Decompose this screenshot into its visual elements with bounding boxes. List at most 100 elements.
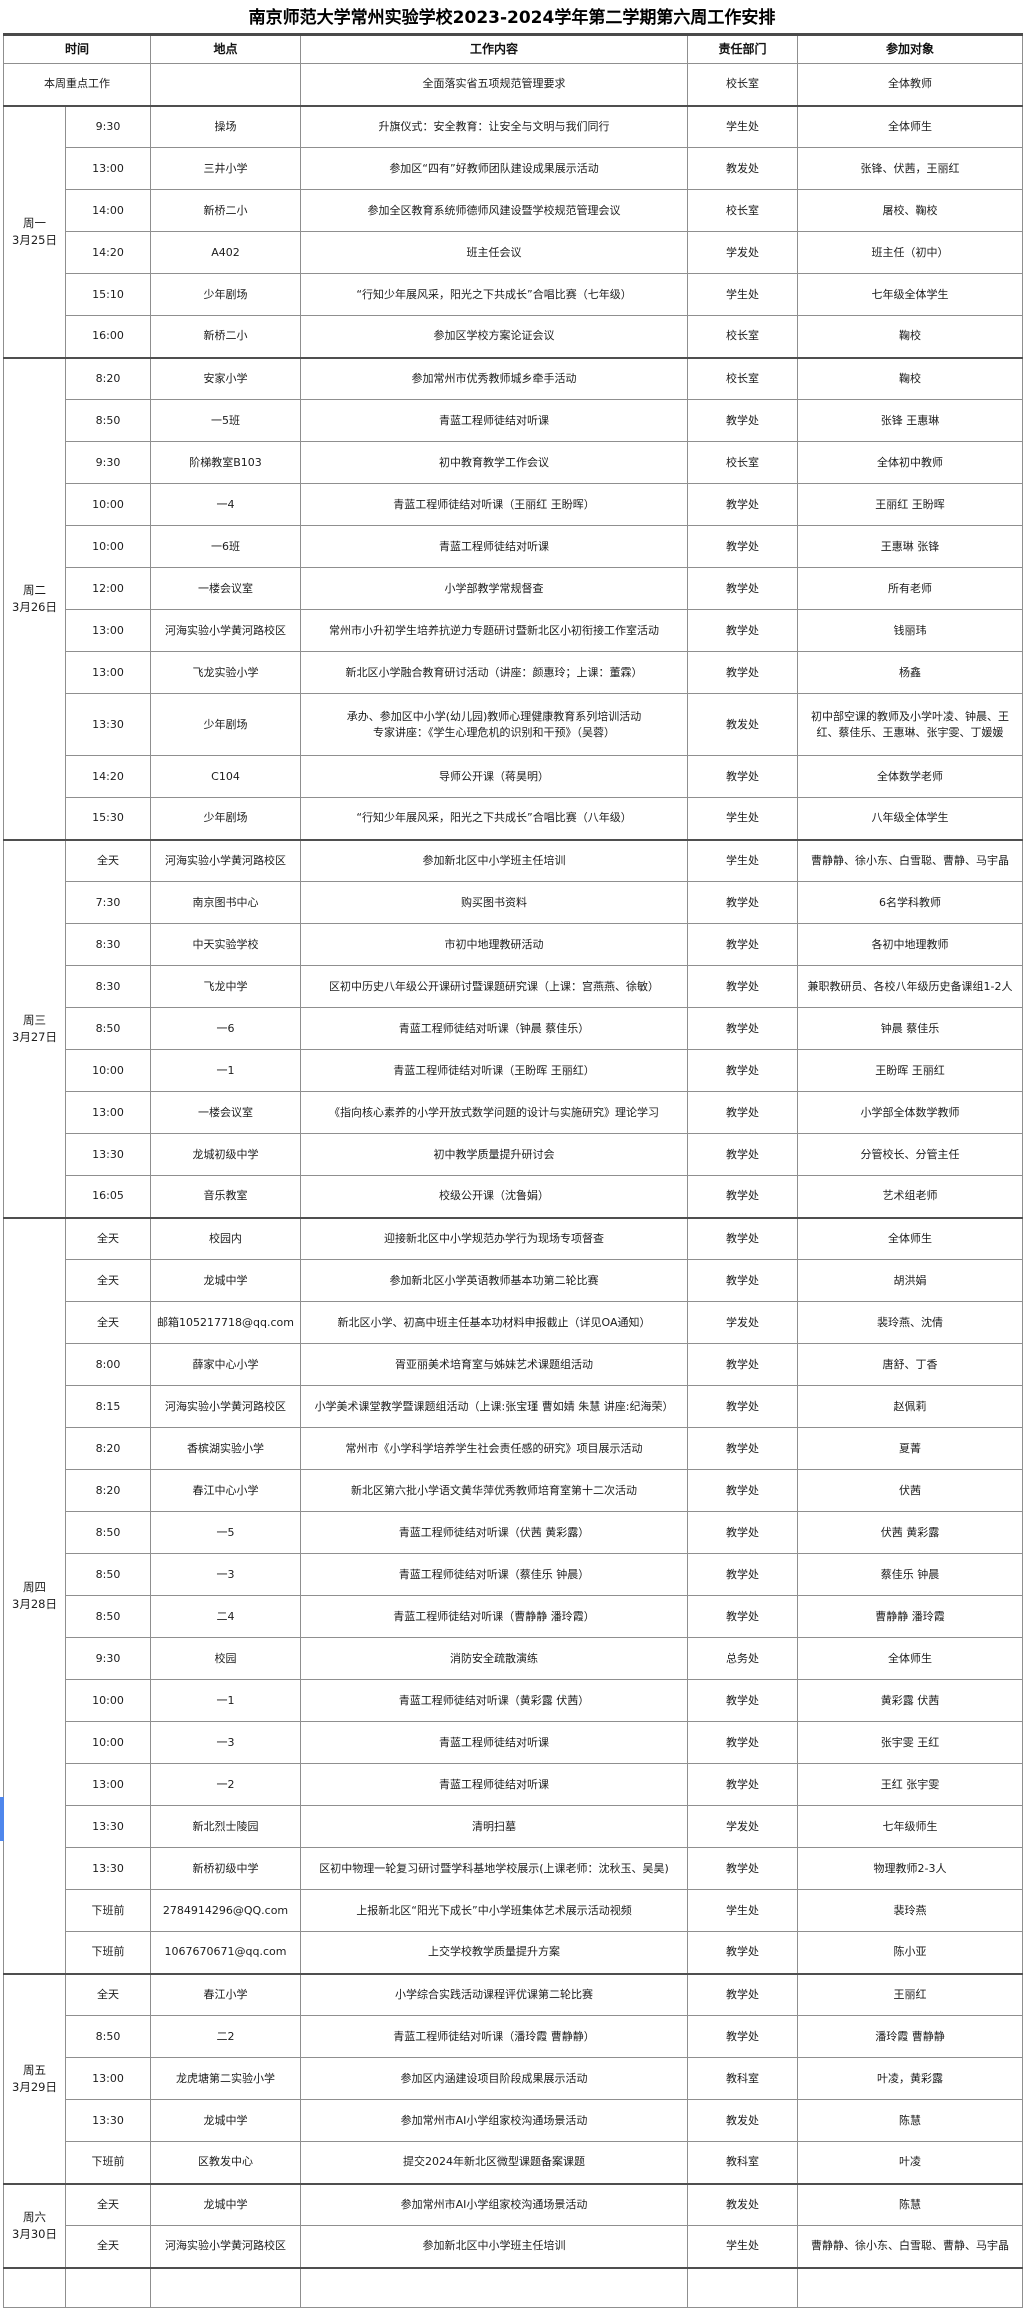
time-cell: 13:00 <box>64 1763 152 1806</box>
participants-cell: 唐舒、丁香 <box>797 1343 1024 1386</box>
content-cell: 购买图书资料 <box>300 881 689 924</box>
department-cell: 教学处 <box>687 1595 799 1638</box>
time-cell: 12:00 <box>64 567 152 610</box>
location-cell: 少年剧场 <box>150 693 302 756</box>
time-cell: 13:30 <box>64 693 152 756</box>
participants-cell: 陈小亚 <box>797 1931 1024 1974</box>
department-cell: 教学处 <box>687 1343 799 1386</box>
department-cell: 教学处 <box>687 483 799 526</box>
department-cell: 总务处 <box>687 1637 799 1680</box>
location-cell: 二2 <box>150 2015 302 2058</box>
content-cell: “行知少年展风采，阳光之下共成长”合唱比赛（八年级） <box>300 797 689 840</box>
time-cell: 全天 <box>64 2182 152 2226</box>
time-cell: 8:20 <box>64 1469 152 1512</box>
time-cell: 9:30 <box>64 104 152 148</box>
day-name: 周六 <box>23 2209 46 2224</box>
department-cell: 教学处 <box>687 1259 799 1302</box>
content-cell: 青蓝工程师徒结对听课（蔡佳乐 钟晨） <box>300 1553 689 1596</box>
location-cell: 三井小学 <box>150 147 302 190</box>
location-cell: 一5班 <box>150 399 302 442</box>
time-cell: 8:50 <box>64 1553 152 1596</box>
time-cell: 10:00 <box>64 1679 152 1722</box>
department-cell: 教学处 <box>687 1679 799 1722</box>
day-date: 3月27日 <box>12 1029 57 1044</box>
schedule-row: 8:50 一3 青蓝工程师徒结对听课（蔡佳乐 钟晨） 教学处 蔡佳乐 钟晨 <box>4 1553 1024 1596</box>
location-cell: 春江中心小学 <box>150 1469 302 1512</box>
time-cell: 16:05 <box>64 1175 152 1218</box>
day-name: 周二 <box>23 582 46 597</box>
content-cell: 《指向核心素养的小学开放式数学问题的设计与实施研究》理论学习 <box>300 1091 689 1134</box>
time-cell: 13:30 <box>64 1847 152 1890</box>
content-cell: 参加新北区中小学班主任培训 <box>300 838 689 882</box>
location-cell: 飞龙实验小学 <box>150 651 302 694</box>
participants-cell: 屠校、鞠校 <box>797 189 1024 232</box>
time-cell: 15:10 <box>64 273 152 316</box>
content-cell: 上交学校教学质量提升方案 <box>300 1931 689 1974</box>
participants-cell: 裴玲燕 <box>797 1889 1024 1932</box>
participants-cell: 蔡佳乐 钟晨 <box>797 1553 1024 1596</box>
participants-cell: 杨鑫 <box>797 651 1024 694</box>
department-cell: 教科室 <box>687 2057 799 2100</box>
department-cell: 教学处 <box>687 1427 799 1470</box>
location-cell: 龙城中学 <box>150 2099 302 2142</box>
department-cell: 教学处 <box>687 755 799 798</box>
schedule-row: 7:30 南京图书中心 购买图书资料 教学处 6名学科教师 <box>4 881 1024 924</box>
schedule-row: 下班前 区教发中心 提交2024年新北区微型课题备案课题 教科室 叶凌 <box>4 2141 1024 2184</box>
location-cell: 音乐教室 <box>150 1175 302 1218</box>
department-cell: 教学处 <box>687 1847 799 1890</box>
time-cell: 全天 <box>64 838 152 882</box>
schedule-row: 10:00 一1 青蓝工程师徒结对听课（王盼晖 王丽红） 教学处 王盼晖 王丽红 <box>4 1049 1024 1092</box>
empty-cell <box>3 2266 66 2308</box>
participants-cell: 曹静静、徐小东、白雪聪、曹静、马宇晶 <box>797 838 1024 882</box>
time-cell: 14:00 <box>64 189 152 232</box>
schedule-row: 15:30 少年剧场 “行知少年展风采，阳光之下共成长”合唱比赛（八年级） 学生处 八年… <box>4 797 1024 840</box>
time-cell: 8:20 <box>64 356 152 400</box>
participants-cell: 钟晨 蔡佳乐 <box>797 1007 1024 1050</box>
participants-cell: 全体师生 <box>797 104 1024 148</box>
location-cell: 一6班 <box>150 525 302 568</box>
department-cell: 教学处 <box>687 1763 799 1806</box>
content-cell: 青蓝工程师徒结对听课 <box>300 1721 689 1764</box>
location-cell: 新北烈士陵园 <box>150 1805 302 1848</box>
location-cell: 河海实验小学黄河路校区 <box>150 2225 302 2268</box>
location-cell: 南京图书中心 <box>150 881 302 924</box>
schedule-row: 13:00 龙虎塘第二实验小学 参加区内涵建设项目阶段成果展示活动 教科室 叶凌，黄彩露 <box>4 2057 1024 2100</box>
department-cell: 教学处 <box>687 651 799 694</box>
content-cell: 参加常州市AI小学组家校沟通场景活动 <box>300 2182 689 2226</box>
time-cell: 10:00 <box>64 1049 152 1092</box>
content-cell: 迎接新北区中小学规范办学行为现场专项督查 <box>300 1216 689 1260</box>
day-date: 3月28日 <box>12 1596 57 1611</box>
department-cell: 教学处 <box>687 881 799 924</box>
schedule-row: 14:20 C104 导师公开课（蒋昊明） 教学处 全体数学老师 <box>4 755 1024 798</box>
content-cell: 参加区学校方案论证会议 <box>300 315 689 358</box>
location-cell: 一4 <box>150 483 302 526</box>
location-cell: A402 <box>150 231 302 274</box>
content-cell: 小学美术课堂教学暨课题组活动（上课:张宝瑾 曹如婧 朱慧 讲座:纪海荣） <box>300 1385 689 1428</box>
department-cell: 学生处 <box>687 2225 799 2268</box>
participants-cell: 伏茜 黄彩露 <box>797 1511 1024 1554</box>
schedule-row: 13:00 一楼会议室 《指向核心素养的小学开放式数学问题的设计与实施研究》理论学习… <box>4 1091 1024 1134</box>
schedule-row: 全天 邮箱105217718@qq.com 新北区小学、初高中班主任基本功材料申报截… <box>4 1301 1024 1344</box>
content-cell: 区初中物理一轮复习研讨暨学科基地学校展示(上课老师：沈秋玉、吴昊) <box>300 1847 689 1890</box>
department-cell: 校长室 <box>687 356 799 400</box>
location-cell: 新桥二小 <box>150 189 302 232</box>
time-cell: 13:00 <box>64 609 152 652</box>
schedule-table: 时间 地点 工作内容 责任部门 参加对象 本周重点工作 全面落实省五项规范管理要求… <box>2 33 1024 2308</box>
schedule-row: 周一 3月25日 9:30 操场 升旗仪式：安全教育：让安全与文明与我们同行 学生处 全体师… <box>3 104 1024 358</box>
time-cell: 10:00 <box>64 1721 152 1764</box>
time-cell: 8:50 <box>64 399 152 442</box>
department-cell: 教学处 <box>687 567 799 610</box>
time-cell: 8:30 <box>64 923 152 966</box>
location-cell: 少年剧场 <box>150 273 302 316</box>
schedule-row: 10:00 一3 青蓝工程师徒结对听课 教学处 张宇雯 王红 <box>4 1721 1024 1764</box>
empty-cell <box>300 2266 689 2308</box>
time-cell: 7:30 <box>64 881 152 924</box>
content-cell: 消防安全疏散演练 <box>300 1637 689 1680</box>
column-header-content: 工作内容 <box>300 34 689 64</box>
column-header-participants: 参加对象 <box>797 34 1024 64</box>
schedule-row: 15:10 少年剧场 “行知少年展风采，阳光之下共成长”合唱比赛（七年级） 学生处 七年… <box>4 273 1024 316</box>
schedule-row: 13:00 三井小学 参加区“四有”好教师团队建设成果展示活动 教发处 张锋、伏茜，王丽… <box>4 147 1024 190</box>
participants-cell: 黄彩露 伏茜 <box>797 1679 1024 1722</box>
location-cell: 香槟湖实验小学 <box>150 1427 302 1470</box>
day-date: 3月29日 <box>12 2079 57 2094</box>
